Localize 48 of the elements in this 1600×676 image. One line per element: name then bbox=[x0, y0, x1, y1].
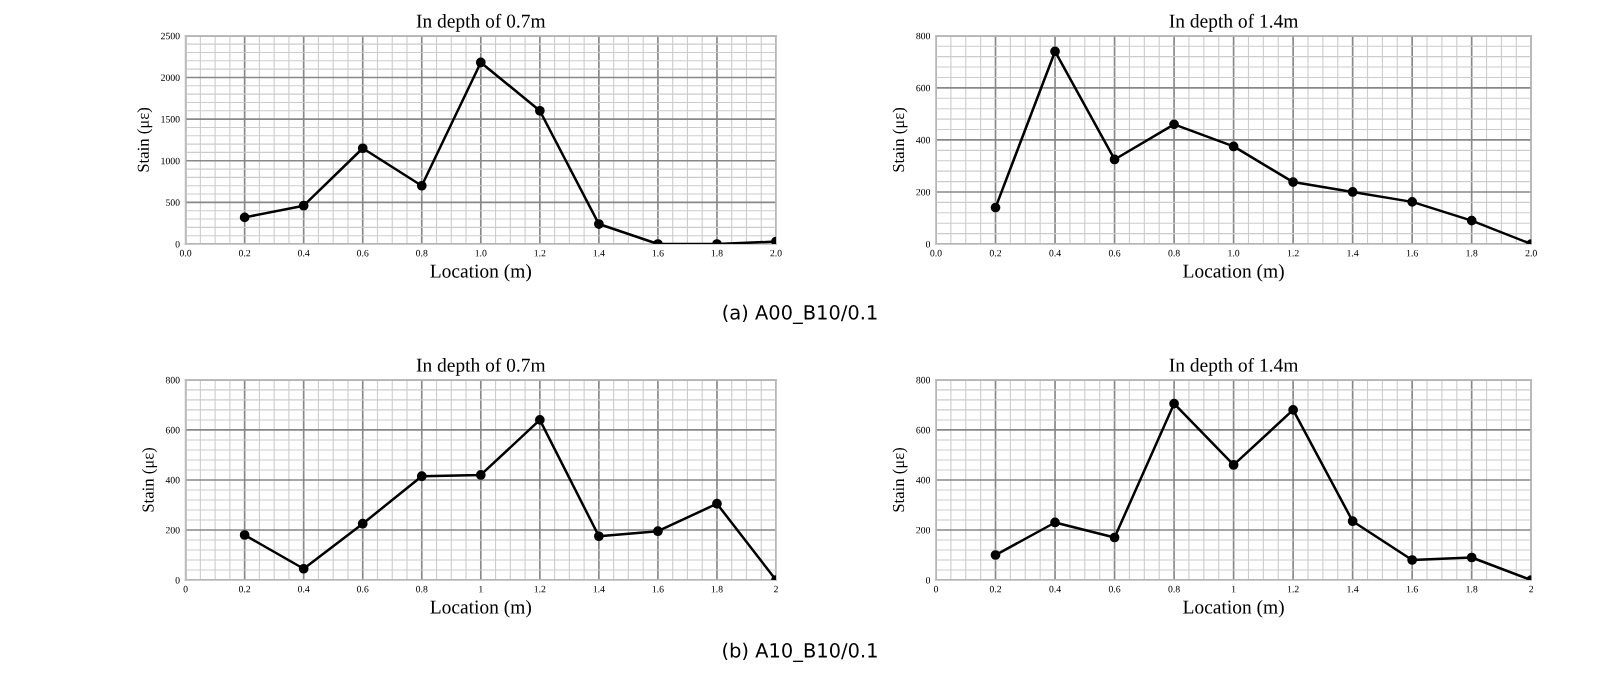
text: (b) A10_B10/0.1 bbox=[723, 642, 877, 663]
x-axis-title: Location (m) bbox=[1183, 599, 1284, 618]
point bbox=[534, 415, 545, 425]
point bbox=[1169, 398, 1179, 409]
point bbox=[475, 470, 486, 480]
point bbox=[990, 202, 1001, 213]
point bbox=[1228, 460, 1239, 470]
x-axis-title: Location (m) bbox=[430, 599, 531, 618]
point bbox=[1288, 177, 1298, 187]
chart-title: In depth of 1.4m bbox=[1169, 357, 1299, 376]
point bbox=[1288, 405, 1298, 415]
point bbox=[990, 550, 1001, 560]
point bbox=[298, 563, 309, 574]
x-axis-title: Location (m) bbox=[430, 263, 531, 282]
chart-title: In depth of 0.7m bbox=[416, 13, 546, 32]
point bbox=[653, 526, 663, 537]
point bbox=[416, 180, 427, 191]
point bbox=[239, 530, 250, 540]
point bbox=[1050, 46, 1060, 57]
point bbox=[1466, 215, 1477, 226]
point bbox=[1407, 197, 1418, 207]
point bbox=[357, 143, 368, 154]
y-axis-title: Stain (με) bbox=[142, 447, 158, 512]
point bbox=[594, 219, 604, 229]
x-axis-title: Location (m) bbox=[1183, 263, 1284, 282]
point bbox=[239, 212, 250, 223]
y-axis-title: Stain (με) bbox=[892, 107, 908, 172]
point bbox=[1109, 532, 1120, 543]
point bbox=[1407, 555, 1418, 565]
point bbox=[712, 498, 722, 509]
point bbox=[1347, 516, 1358, 527]
y-axis-title: Stain (με) bbox=[137, 107, 153, 172]
point bbox=[1347, 187, 1358, 197]
point bbox=[1050, 517, 1060, 528]
point bbox=[1109, 154, 1120, 165]
chart-title: In depth of 1.4m bbox=[1169, 13, 1299, 32]
point bbox=[416, 471, 427, 482]
point bbox=[1169, 119, 1179, 130]
point bbox=[357, 518, 368, 529]
point bbox=[475, 57, 486, 68]
text: (a) A00_B10/0.1 bbox=[723, 304, 877, 325]
point bbox=[1466, 552, 1477, 563]
point bbox=[1228, 141, 1239, 152]
chart-title: In depth of 0.7m bbox=[416, 357, 546, 376]
point bbox=[534, 105, 545, 116]
point bbox=[594, 531, 604, 542]
point bbox=[298, 200, 309, 211]
y-axis-title: Stain (με) bbox=[892, 447, 908, 512]
